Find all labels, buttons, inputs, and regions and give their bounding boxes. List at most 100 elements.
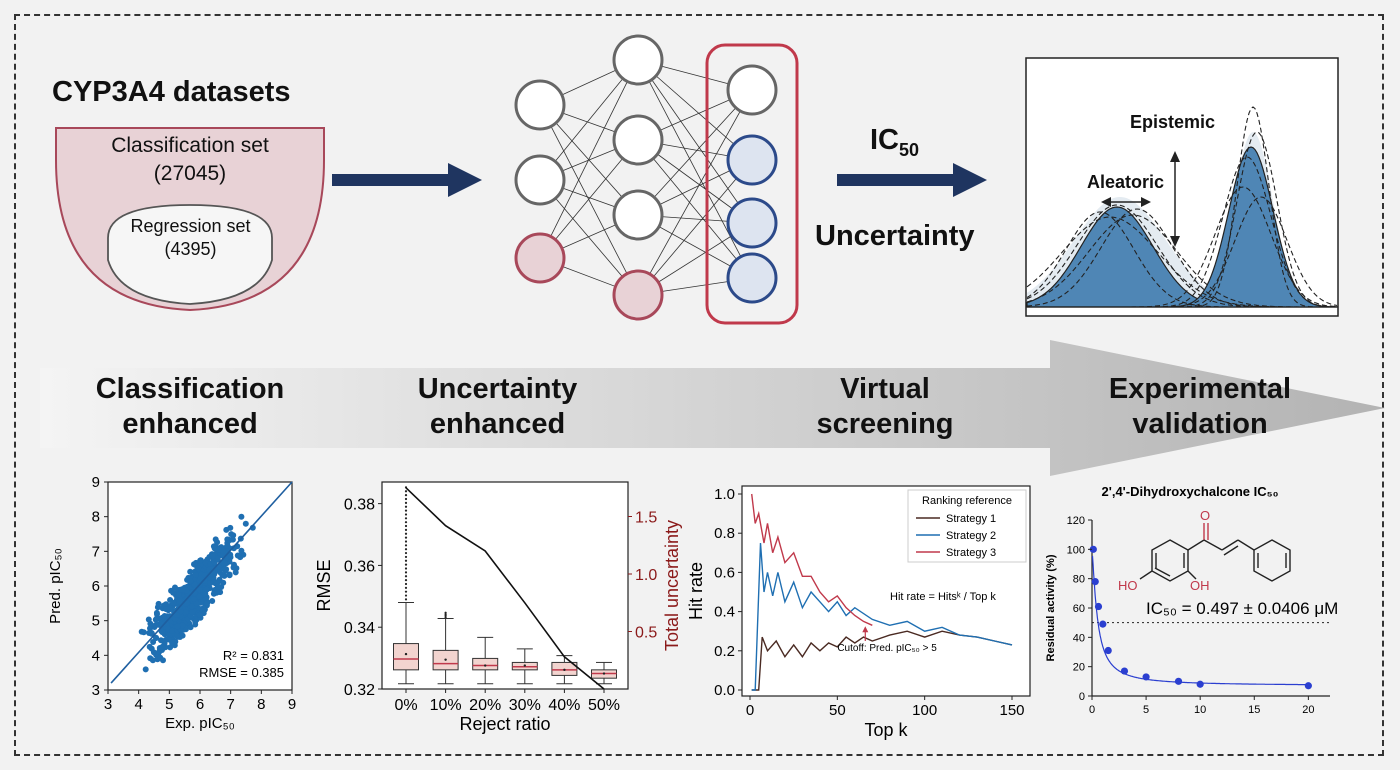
data-point (197, 557, 204, 564)
data-point (1196, 680, 1204, 688)
network-node (726, 252, 778, 304)
data-point (174, 612, 180, 618)
data-point (214, 579, 221, 585)
rmse-annotation: RMSE = 0.385 (199, 665, 284, 680)
box-1 (432, 618, 459, 685)
y-tick-label: 0.34 (344, 620, 375, 637)
aleatoric-label: Aleatoric (1087, 172, 1165, 192)
data-point (210, 543, 217, 550)
data-point (229, 536, 236, 543)
x-tick-label: 100 (912, 702, 937, 719)
data-point (1304, 682, 1312, 690)
network-connections (539, 59, 753, 296)
epistemic-sample (1027, 196, 1338, 308)
data-point (140, 629, 147, 636)
network-node (612, 114, 664, 166)
data-point (167, 644, 174, 651)
data-point (176, 598, 183, 605)
data-point (214, 555, 221, 562)
x-tick-label: 150 (999, 702, 1024, 719)
outlier-points (404, 486, 447, 619)
regression-line (110, 481, 293, 684)
aleatoric-sample (1026, 208, 1337, 308)
data-point (1099, 620, 1107, 628)
data-point (159, 644, 166, 651)
y-axis-label: Hit rate (686, 562, 706, 620)
data-point (215, 546, 222, 553)
fit-curve (1091, 555, 1308, 686)
molecule-label-oh: OH (1190, 578, 1210, 593)
dashed-frame (14, 14, 1384, 756)
y-tick-label: 1.0 (714, 486, 735, 503)
data-point (227, 552, 234, 559)
data-point (197, 575, 204, 582)
data-point (153, 634, 159, 641)
data-point (196, 611, 203, 618)
y-tick-label: 0.32 (344, 682, 375, 699)
hit-rate-formula: Hit rate = Hitsᵏ / Top k (890, 591, 996, 603)
y2-tick-label: 0.5 (635, 625, 657, 642)
x-tick-label: 9 (288, 696, 296, 713)
data-point (210, 590, 217, 597)
data-point (170, 589, 177, 596)
x-tick-label: 50 (829, 702, 846, 719)
stage-experimental-validation: Experimental validation (1108, 373, 1292, 440)
molecule-label-ho: HO (1118, 578, 1138, 593)
data-point (1091, 578, 1099, 586)
stage-band (40, 340, 1385, 476)
data-point (174, 632, 181, 639)
network-node (612, 34, 664, 86)
cutoff-annotation: Cutoff: Pred. pIC₅₀ > 5 (837, 643, 937, 654)
y2-tick-label: 1.0 (635, 567, 657, 584)
y-tick-label: 0.4 (714, 604, 735, 621)
data-point (156, 648, 163, 655)
hit-rate-line-chart: 0 50 100 150 0.0 0.2 0.4 0.6 0.8 1.0 Top k Hit rate… (686, 485, 1031, 740)
y-tick-label: 6 (92, 578, 100, 595)
series-line-1 (751, 630, 1013, 691)
chalcone-structure (1139, 523, 1291, 582)
x-tick-label: 50% (588, 697, 620, 714)
data-point (1120, 667, 1129, 675)
data-point (152, 622, 159, 628)
data-point (209, 598, 216, 604)
data-point (152, 616, 159, 623)
data-point (224, 542, 231, 549)
data-point (226, 571, 233, 578)
data-point (187, 578, 194, 585)
box-2 (472, 636, 499, 685)
data-point (1104, 646, 1112, 655)
y-tick-label: 0.8 (714, 525, 735, 542)
network-node (726, 64, 778, 116)
x-tick-label: 20% (469, 697, 501, 714)
data-point (163, 606, 170, 613)
r2-annotation: R² = 0.831 (223, 648, 284, 663)
network-node (726, 197, 778, 249)
network-node (514, 79, 566, 131)
data-point (203, 586, 210, 593)
data-point (182, 609, 189, 616)
y2-axis-label: Total uncertainty (662, 520, 682, 651)
box-0 (393, 601, 419, 685)
data-point (161, 613, 168, 619)
data-point (220, 579, 227, 586)
x-tick-label: 10% (430, 697, 462, 714)
x-tick-label: 8 (257, 696, 265, 713)
y-tick-label: 3 (92, 682, 100, 699)
data-point (150, 639, 157, 645)
y-tick-label: 20 (1073, 662, 1085, 674)
data-point (178, 632, 185, 639)
data-point (160, 657, 166, 664)
data-point (1089, 545, 1097, 553)
data-point (195, 565, 202, 572)
y-tick-label: 100 (1067, 544, 1085, 556)
data-point (238, 547, 245, 554)
data-point (202, 559, 209, 566)
data-point (187, 568, 194, 575)
y-tick-label: 40 (1073, 632, 1085, 644)
data-point (203, 600, 210, 607)
aleatoric-sample (1026, 216, 1337, 308)
data-point (196, 593, 203, 600)
data-point (147, 620, 154, 627)
data-point (191, 581, 198, 588)
x-tick-label: 0 (1089, 704, 1095, 716)
